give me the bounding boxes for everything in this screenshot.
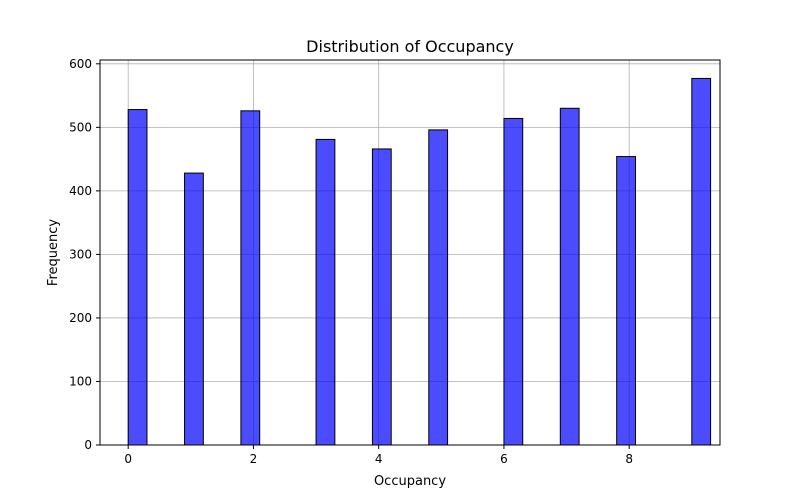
y-tick-label: 600	[69, 57, 92, 71]
histogram-bar	[127, 109, 148, 446]
y-tick-label: 400	[69, 184, 92, 198]
y-tick-label: 500	[69, 120, 92, 134]
chart-title: Distribution of Occupancy	[306, 37, 514, 56]
histogram-bar	[184, 172, 204, 446]
histogram-bar	[240, 110, 261, 446]
y-tick-label: 200	[69, 311, 92, 325]
y-tick-label: 0	[84, 438, 92, 452]
plot-frame	[99, 59, 721, 446]
y-axis-label: Frequency	[46, 219, 61, 286]
x-tick-label: 0	[124, 452, 132, 466]
histogram-bar	[428, 129, 449, 446]
x-tick-label: 2	[250, 452, 258, 466]
histogram-bar	[559, 107, 580, 446]
histogram-bar	[691, 77, 712, 446]
x-tick-label: 6	[500, 452, 508, 466]
tick-layer: 0 2 4 6 8 0 100 200 300 400 500 600	[69, 57, 633, 466]
histogram-bar	[315, 138, 336, 446]
histogram-bar	[503, 117, 524, 446]
x-tick-label: 4	[375, 452, 383, 466]
histogram-bar	[616, 156, 636, 446]
x-axis-label: Occupancy	[374, 474, 446, 489]
x-tick-label: 8	[625, 452, 633, 466]
bar-layer	[127, 77, 712, 446]
y-tick-label: 100	[69, 374, 92, 388]
histogram-bar	[371, 148, 392, 446]
y-tick-label: 300	[69, 247, 92, 261]
